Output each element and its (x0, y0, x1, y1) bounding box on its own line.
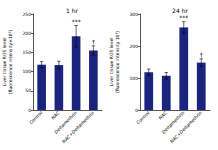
svg-text:†: † (200, 51, 203, 58)
svg-text:NAC: NAC (50, 110, 61, 121)
svg-text:200: 200 (129, 44, 138, 49)
svg-text:250: 250 (22, 12, 31, 17)
svg-text:Control: Control (135, 110, 151, 126)
svg-text:100: 100 (129, 76, 138, 81)
svg-text:1 hr: 1 hr (66, 7, 79, 14)
svg-text:NAC+Deltamethrin: NAC+Deltamethrin (61, 110, 95, 144)
svg-text:NAC: NAC (158, 110, 169, 121)
svg-text:100: 100 (22, 69, 31, 74)
svg-text:0: 0 (28, 108, 31, 113)
svg-text:***: *** (72, 18, 81, 25)
svg-text:24 hr: 24 hr (172, 7, 188, 14)
svg-text:50: 50 (25, 88, 31, 93)
svg-text:Control: Control (28, 110, 44, 126)
svg-text:300: 300 (129, 12, 138, 17)
svg-text:Liver tissue ROS level: Liver tissue ROS level (109, 38, 114, 87)
svg-text:150: 150 (22, 50, 31, 55)
svg-text:(fluorescence intensity 10³): (fluorescence intensity 10³) (115, 31, 120, 93)
svg-text:Liver tissue ROS level: Liver tissue ROS level (2, 38, 7, 87)
svg-text:(fluorescence intensity×10³): (fluorescence intensity×10³) (8, 30, 13, 95)
svg-text:0: 0 (135, 108, 138, 113)
svg-text:***: *** (179, 14, 188, 21)
svg-text:200: 200 (22, 31, 31, 36)
svg-text:†: † (92, 38, 95, 45)
svg-text:NAC+Deltamethrin: NAC+Deltamethrin (169, 110, 203, 144)
